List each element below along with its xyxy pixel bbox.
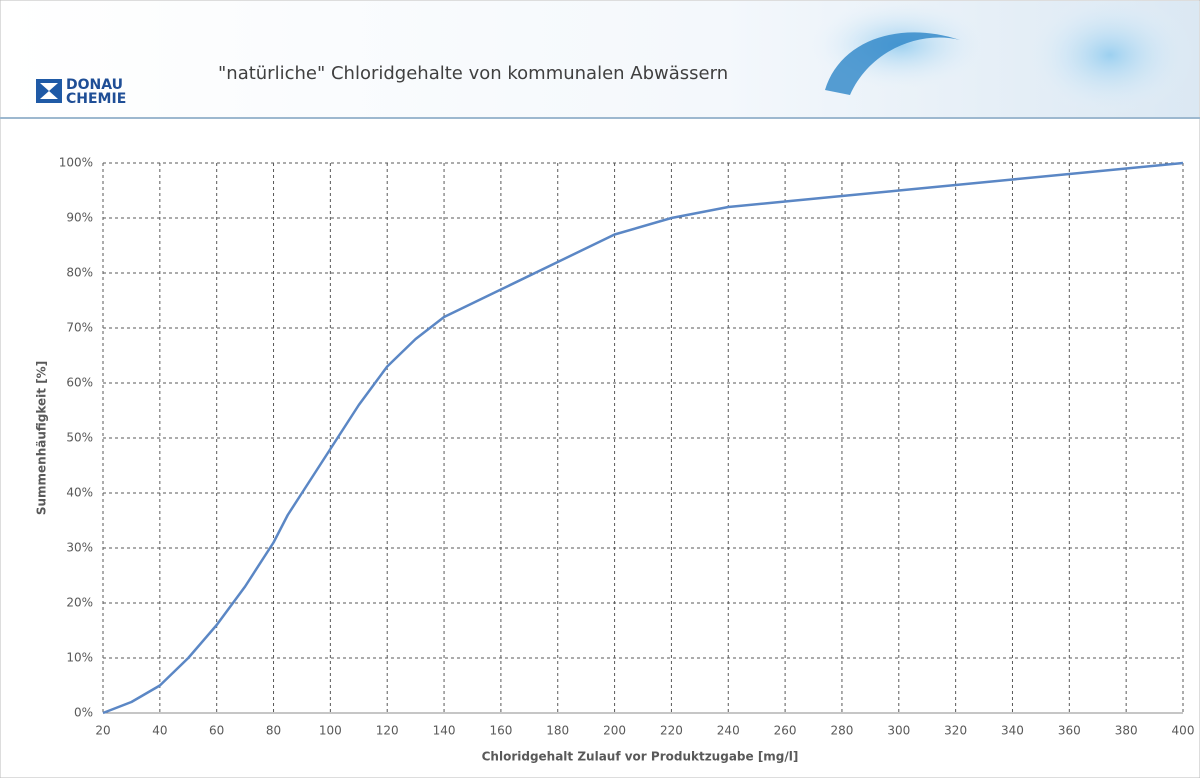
y-tick-label: 0% [74,706,93,720]
x-tick-label: 40 [152,724,167,738]
x-tick-label: 20 [95,724,110,738]
chart-title: "natürliche" Chloridgehalte von kommunal… [218,63,728,84]
header-band [1,1,1199,117]
y-tick-label: 70% [66,321,93,335]
logo-icon [36,79,62,103]
header-image [1025,0,1195,115]
y-tick-label: 50% [66,431,93,445]
x-tick-label: 160 [489,724,512,738]
x-tick-label: 320 [944,724,967,738]
x-tick-label: 180 [546,724,569,738]
y-tick-label: 60% [66,376,93,390]
x-tick-label: 260 [774,724,797,738]
slide: DONAU CHEMIE "natürliche" Chloridgehalte… [0,0,1200,778]
x-tick-label: 200 [603,724,626,738]
x-tick-label: 120 [376,724,399,738]
x-tick-label: 340 [1001,724,1024,738]
x-tick-label: 240 [717,724,740,738]
x-axis-label: Chloridgehalt Zulauf vor Produktzugabe [… [482,750,799,764]
x-tick-label: 360 [1058,724,1081,738]
x-tick-label: 220 [660,724,683,738]
logo-text: CHEMIE [66,91,126,107]
x-tick-label: 280 [830,724,853,738]
y-tick-label: 30% [66,541,93,555]
x-tick-label: 80 [266,724,281,738]
x-tick-label: 60 [209,724,224,738]
x-tick-label: 300 [887,724,910,738]
y-tick-label: 100% [59,156,93,170]
y-axis-label: Summenhäufigkeit [%] [35,361,49,515]
x-tick-label: 140 [433,724,456,738]
y-tick-label: 40% [66,486,93,500]
y-tick-label: 90% [66,211,93,225]
x-tick-label: 400 [1172,724,1195,738]
y-tick-label: 80% [66,266,93,280]
y-tick-label: 20% [66,596,93,610]
page: DONAU CHEMIE "natürliche" Chloridgehalte… [0,0,1200,778]
y-tick-label: 10% [66,651,93,665]
x-tick-label: 100 [319,724,342,738]
x-tick-label: 380 [1115,724,1138,738]
